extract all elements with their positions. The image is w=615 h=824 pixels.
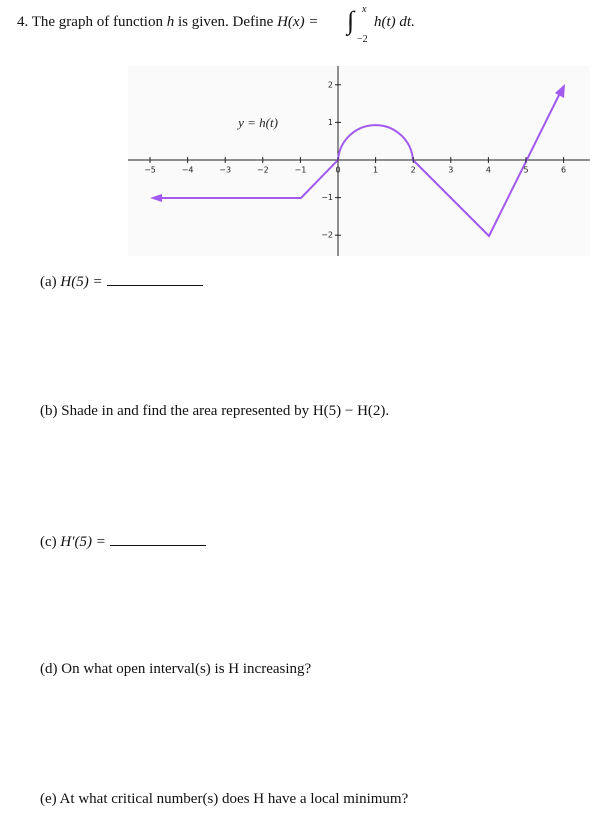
part-b: (b) Shade in and find the area represent… [40, 403, 389, 420]
integral-sign: ∫ [347, 6, 355, 35]
y-tick-label: 1 [328, 118, 333, 127]
part-d: (d) On what open interval(s) is H increa… [40, 661, 311, 678]
part-label: (c) [40, 534, 57, 550]
part-e: (e) At what critical number(s) does H ha… [40, 791, 408, 808]
x-tick-label: −5 [144, 166, 156, 175]
question-lhs: H(x) = [277, 14, 319, 30]
curve [158, 90, 562, 238]
x-tick-label: −4 [182, 166, 194, 175]
x-tick-label: 0 [335, 166, 340, 175]
question-number: 4. [17, 14, 29, 30]
x-tick-label: −2 [257, 166, 269, 175]
part-c: (c) H′(5) = [40, 534, 206, 551]
arrow-right [555, 84, 565, 98]
x-tick-label: −3 [219, 166, 231, 175]
y-tick-label: −1 [321, 193, 333, 202]
x-tick-label: 3 [448, 166, 453, 175]
part-label: (e) [40, 791, 57, 807]
y-tick-label: −2 [321, 231, 333, 240]
question-text: The graph of function [31, 14, 163, 30]
integrand: h(t) dt. [374, 14, 415, 30]
x-tick-label: 1 [373, 166, 378, 175]
x-tick-label: 5 [523, 166, 528, 175]
curve-path [158, 90, 562, 238]
part-text: H(5) = [60, 274, 103, 290]
x-tick-label: 4 [486, 166, 491, 175]
answer-blank [106, 285, 203, 286]
question-var: h [166, 14, 175, 30]
x-tick-label: 2 [411, 166, 416, 175]
arrow-left [150, 194, 162, 202]
graph-bg [128, 66, 590, 256]
curve-label: y = h(t) [236, 115, 278, 130]
part-a: (a) H(5) = [40, 274, 203, 291]
question: 4. The graph of function h is given. Def… [17, 14, 318, 31]
answer-blank [109, 545, 206, 546]
part-text: Shade in and find the area represented b… [61, 403, 390, 419]
part-text: H′(5) = [60, 534, 106, 550]
y-tick-label: 2 [328, 80, 333, 89]
part-label: (d) [40, 661, 58, 677]
integral-upper: x [362, 4, 367, 15]
part-label: (b) [40, 403, 58, 419]
part-text: On what open interval(s) is H increasing… [61, 661, 312, 677]
question-text: is given. Define [177, 14, 274, 30]
part-text: At what critical number(s) does H have a… [59, 791, 409, 807]
integral-lower: −2 [357, 34, 368, 45]
x-tick-label: −1 [295, 166, 307, 175]
x-tick-label: 6 [561, 166, 566, 175]
part-label: (a) [40, 274, 57, 290]
